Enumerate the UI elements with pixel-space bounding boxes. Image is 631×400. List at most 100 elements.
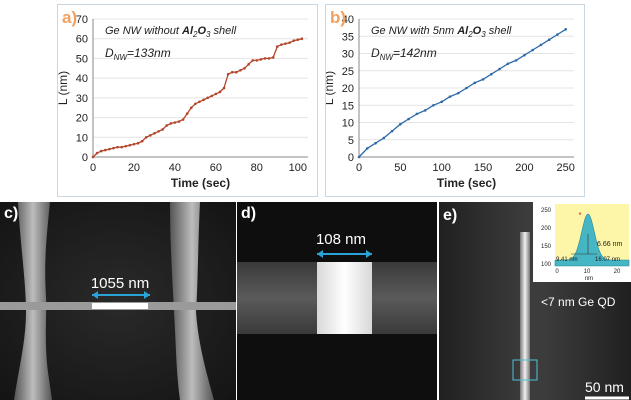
chart-a-ytick-label: 30 bbox=[76, 93, 88, 105]
panel-a-label: a) bbox=[62, 8, 78, 27]
chart-a-data-point bbox=[243, 66, 246, 70]
chart-a-xtick-label: 0 bbox=[90, 162, 96, 174]
micrograph-e: * 250 200 150 100 0 10 20 nm 6.66 nm 9.4… bbox=[439, 202, 631, 400]
chart-a-data-point bbox=[230, 70, 234, 74]
scale-d-text: 108 nm bbox=[316, 231, 366, 248]
chart-a-xlabel: Time (sec) bbox=[171, 176, 230, 190]
chart-b-data-point bbox=[523, 53, 526, 57]
chart-a-data-point bbox=[267, 57, 271, 60]
contact-right bbox=[170, 202, 214, 400]
chart-b-data-point bbox=[374, 141, 377, 145]
chart-b-ytick-label: 15 bbox=[342, 100, 354, 112]
chart-a-data-point bbox=[296, 38, 300, 41]
chart-a-xtick-label: 80 bbox=[251, 162, 263, 174]
panel-b: 0 5 10 15 20 25 30 35 40 0 50 100 150 200 250 Time (sec… bbox=[322, 4, 585, 197]
chart-a-data-point bbox=[91, 155, 95, 159]
chart-b-xtick-label: 0 bbox=[356, 162, 362, 174]
chart-a-data-point bbox=[153, 132, 156, 135]
chart-a-data-point bbox=[99, 149, 103, 153]
inset-left-ann: 9.41 nm bbox=[556, 257, 578, 263]
chart-b-xtick-label: 100 bbox=[433, 162, 451, 174]
chart-a-data-point bbox=[206, 96, 209, 100]
chart-a-series-line bbox=[92, 38, 303, 158]
scalebar-e-text: 50 nm bbox=[585, 379, 624, 395]
chart-b-svg: 0 5 10 15 20 25 30 35 40 0 50 100 150 200 250 Time (sec… bbox=[322, 14, 575, 190]
chart-a-data-point bbox=[181, 118, 185, 121]
chart-b-data-point bbox=[481, 78, 485, 81]
chart-a-data-point bbox=[210, 94, 214, 98]
panel-c-label: c) bbox=[4, 205, 18, 222]
chart-b-ylabel: L (nm) bbox=[326, 71, 336, 105]
chart-a-data-point bbox=[161, 128, 164, 131]
chart-a-data-point bbox=[144, 135, 148, 139]
chart-a-xtick-label: 100 bbox=[289, 162, 307, 174]
panel-a: 0 10 20 30 40 50 60 70 0 20 40 60 80 100 Time (sec) L (… bbox=[56, 4, 318, 197]
chart-b-xtick-label: 150 bbox=[474, 162, 492, 174]
chart-b-data-point bbox=[407, 117, 410, 121]
segment-c bbox=[92, 303, 148, 309]
chart-a-data-point bbox=[239, 68, 242, 72]
chart-a-data-point bbox=[288, 41, 291, 44]
chart-a-data-point bbox=[189, 106, 193, 110]
chart-a-data-point bbox=[247, 63, 250, 66]
chart-b-data-point bbox=[390, 129, 394, 133]
panel-b-label: b) bbox=[330, 8, 347, 27]
chart-a-ytick-label: 20 bbox=[76, 113, 88, 125]
inset-ytick-150: 150 bbox=[541, 244, 552, 250]
chart-a-xtick-label: 40 bbox=[169, 162, 181, 174]
micrograph-c: 1055 nm c) bbox=[0, 202, 236, 400]
svg-text:*: * bbox=[578, 211, 581, 220]
chart-a-data-point bbox=[149, 134, 152, 137]
chart-a-data-point bbox=[124, 144, 128, 148]
chart-a-data-point bbox=[275, 45, 279, 48]
chart-b-ytick-label: 30 bbox=[342, 49, 354, 61]
chart-b-data-point bbox=[423, 109, 427, 112]
chart-a-data-point bbox=[103, 148, 107, 152]
chart-a-data-point bbox=[128, 143, 132, 147]
inset-xlabel: nm bbox=[585, 276, 593, 282]
chart-b-data-point bbox=[357, 155, 361, 159]
chart-b-data-point bbox=[556, 33, 559, 36]
chart-b-data-point bbox=[514, 59, 518, 62]
chart-a-ytick-label: 60 bbox=[76, 34, 88, 46]
chart-b-data-point bbox=[498, 67, 501, 71]
inset-ytick-100: 100 bbox=[541, 262, 552, 268]
scale-c-text: 1055 nm bbox=[91, 275, 149, 292]
inset-right-ann: 16.07 nm bbox=[595, 257, 620, 263]
chart-b-xlabel: Time (sec) bbox=[437, 176, 496, 190]
chart-a-ytick-label: 40 bbox=[76, 73, 88, 85]
chart-a-xtick-label: 60 bbox=[210, 162, 222, 174]
chart-a-data-point bbox=[202, 98, 205, 102]
inset-fwhm: 6.66 nm bbox=[597, 241, 622, 248]
chart-b-data-point bbox=[448, 95, 452, 98]
panel-e-label: e) bbox=[443, 207, 457, 224]
chart-b-data-point bbox=[531, 48, 534, 52]
chart-b-ytick-label: 10 bbox=[342, 118, 354, 130]
chart-a-data-point bbox=[255, 59, 259, 62]
segment-d bbox=[317, 262, 372, 334]
chart-a-data-point bbox=[259, 58, 263, 61]
chart-a-data-point bbox=[194, 102, 197, 106]
panel-d-label: d) bbox=[241, 205, 256, 222]
chart-a-data-point bbox=[214, 92, 218, 96]
chart-b-data-point bbox=[415, 112, 419, 116]
chart-a-data-point bbox=[177, 120, 181, 123]
chart-a-ytick-label: 50 bbox=[76, 53, 88, 65]
chart-a-annotation-title: Ge NW without Al2O3 shell bbox=[105, 25, 237, 39]
chart-a-data-point bbox=[218, 90, 222, 94]
chart-b-data-point bbox=[399, 122, 402, 126]
chart-b-xtick-label: 50 bbox=[394, 162, 406, 174]
chart-b-data-point bbox=[382, 136, 386, 140]
chart-b-ytick-label: 40 bbox=[342, 14, 354, 26]
inset-ytick-200: 200 bbox=[541, 226, 552, 232]
chart-a-data-point bbox=[271, 56, 275, 59]
chart-a-data-point bbox=[108, 147, 111, 151]
chart-b-ytick-label: 25 bbox=[342, 66, 354, 78]
contact-left bbox=[14, 202, 52, 400]
chart-a-data-point bbox=[292, 39, 295, 42]
chart-b-data-point bbox=[564, 28, 568, 31]
chart-a-data-point bbox=[185, 112, 189, 115]
chart-b-data-point bbox=[539, 43, 543, 47]
chart-a-ytick-label: 0 bbox=[82, 152, 88, 164]
chart-b-data-point bbox=[506, 62, 510, 66]
